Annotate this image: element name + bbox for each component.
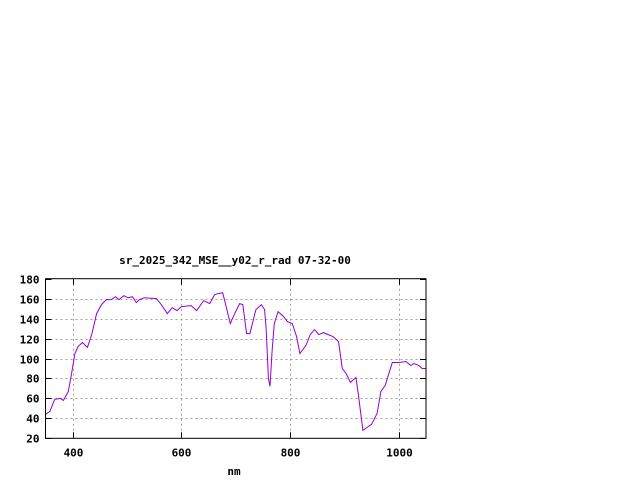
x-axis-label: nm bbox=[227, 465, 241, 478]
plot-frame bbox=[45, 278, 427, 439]
y-tick-label: 120 bbox=[20, 334, 40, 347]
y-tick-label: 140 bbox=[20, 314, 40, 327]
chart-title: sr_2025_342_MSE__y02_r_rad 07-32-00 bbox=[119, 254, 351, 267]
y-tick-label: 60 bbox=[26, 393, 39, 406]
x-tick-label: 600 bbox=[172, 446, 192, 459]
grid bbox=[45, 278, 426, 439]
y-tick-label: 180 bbox=[20, 274, 40, 287]
series-line bbox=[45, 292, 426, 432]
x-tick-label: 400 bbox=[64, 446, 84, 459]
y-tick-label: 100 bbox=[20, 354, 40, 367]
x-tick-label: 1000 bbox=[386, 446, 413, 459]
y-tick-label: 80 bbox=[26, 373, 39, 386]
y-tick-label: 40 bbox=[26, 413, 39, 426]
ticks: 20 40 60 80 100 120 140 160 180 400 600 800 1000 bbox=[20, 274, 426, 459]
y-tick-label: 20 bbox=[26, 433, 39, 446]
y-tick-label: 160 bbox=[20, 294, 40, 307]
x-tick-label: 800 bbox=[281, 446, 301, 459]
